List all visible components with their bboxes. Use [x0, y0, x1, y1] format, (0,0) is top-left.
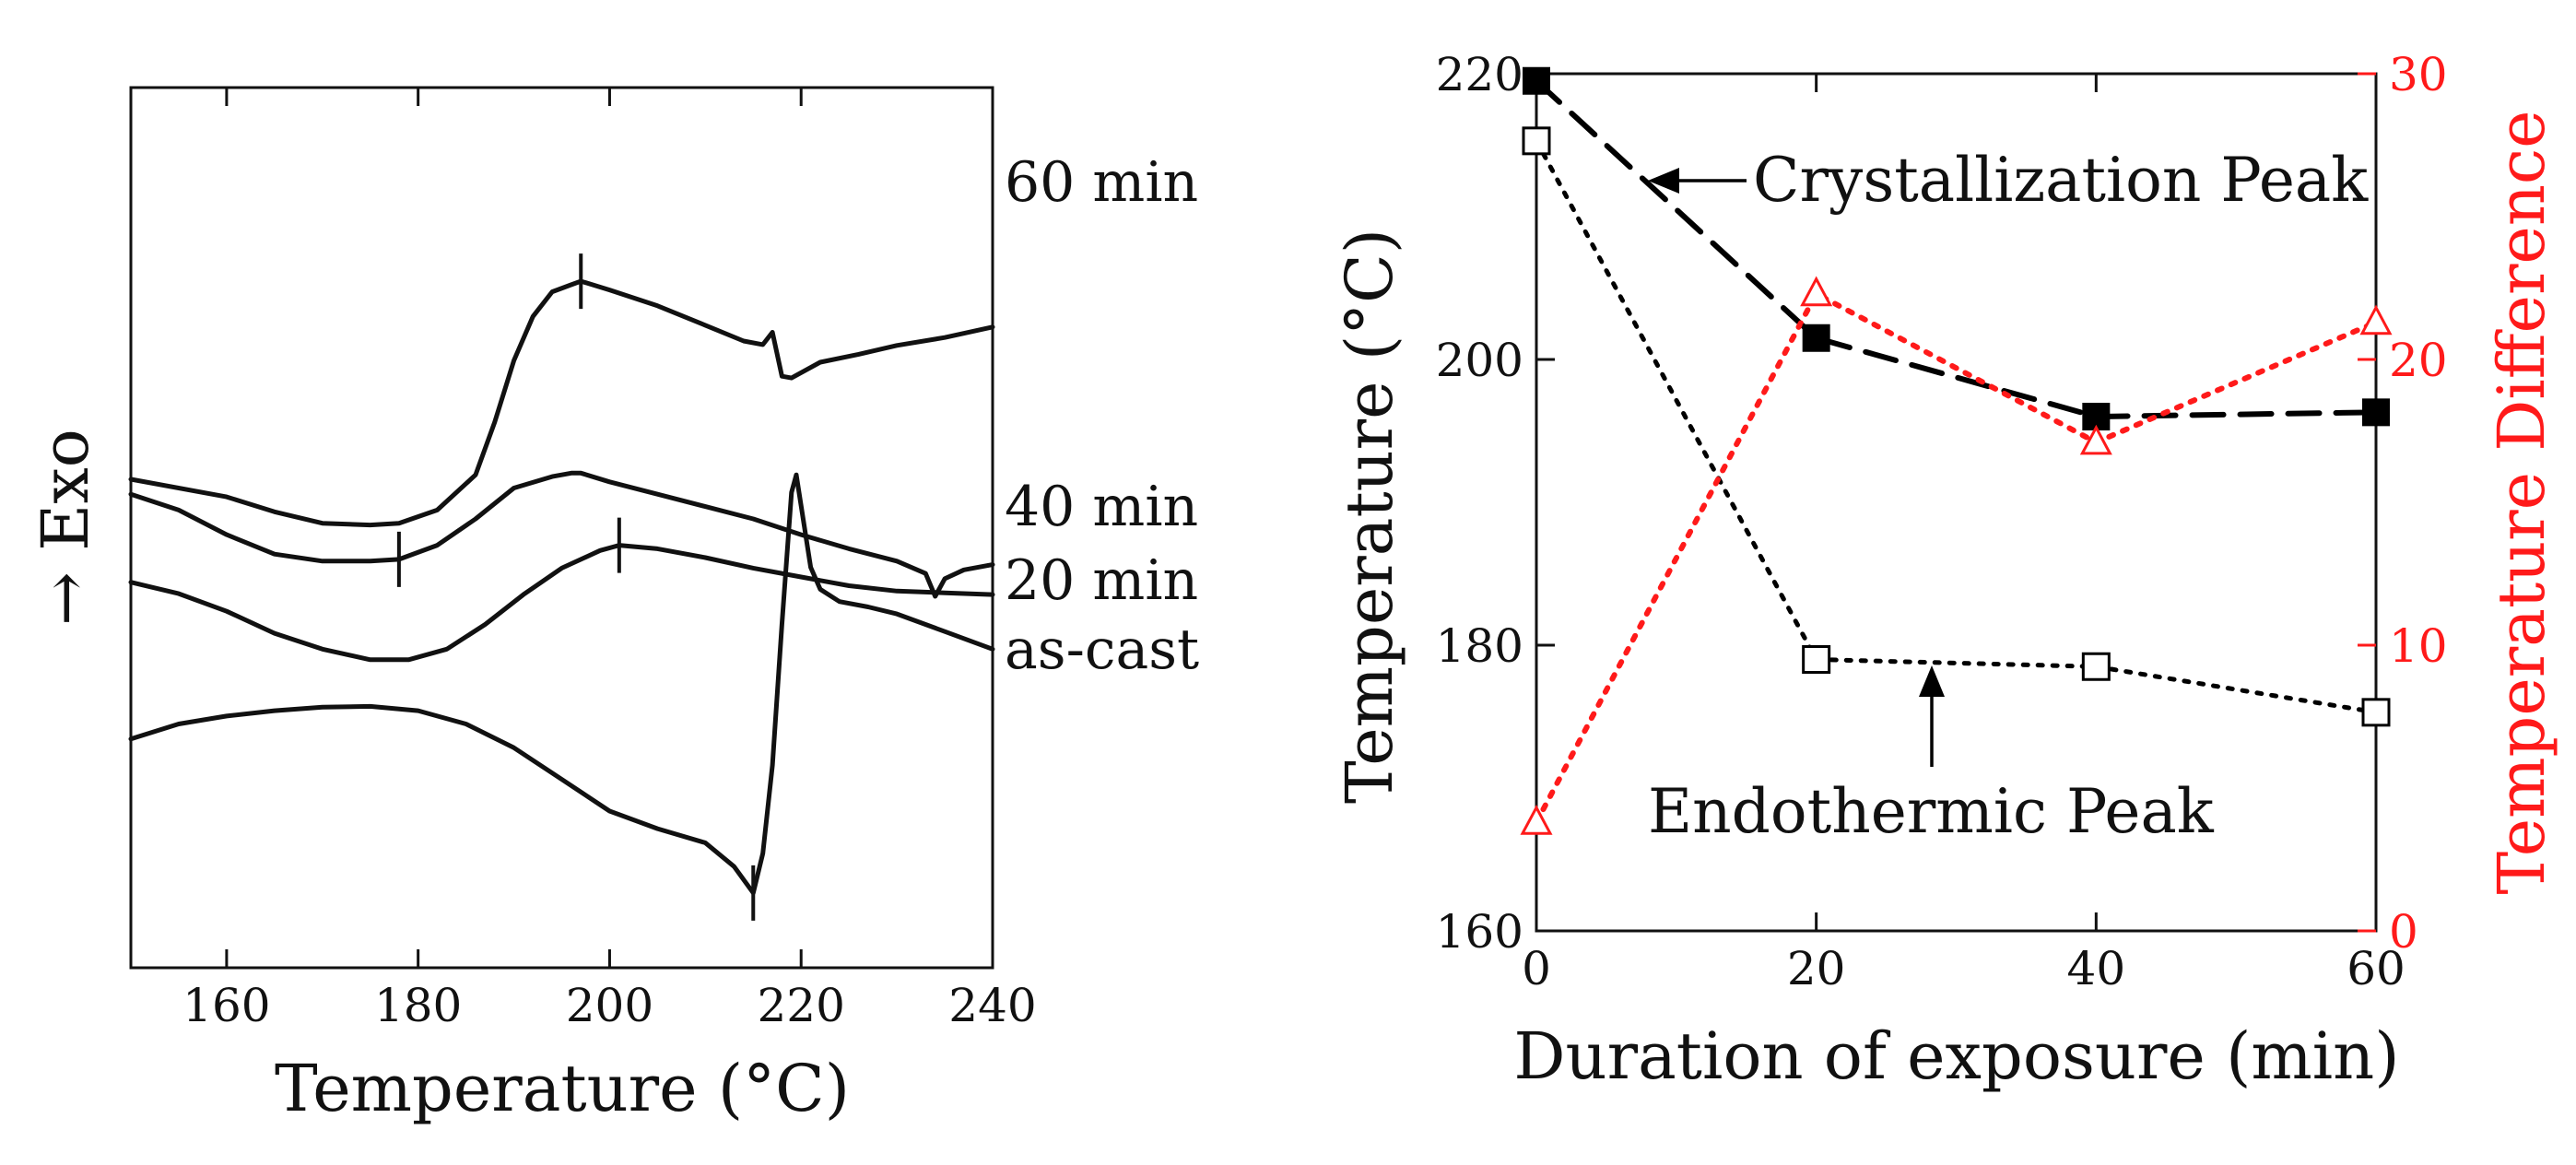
crystallization-annotation-label: Crystallization Peak — [1753, 145, 2369, 216]
dsc-chart: 160 180 200 220 240 60 min 40 min 20 min as-… — [28, 86, 1199, 1126]
series-line-crystallization-peak — [1534, 77, 2379, 420]
series-line-temperature-difference — [1534, 289, 2379, 826]
peak-y-tick-label: 200 — [1436, 334, 1523, 387]
peak-y2-tick-label: 20 — [2389, 334, 2448, 387]
curve-label-40min: 40 min — [1005, 475, 1198, 539]
dsc-plot-frame — [129, 86, 994, 970]
dsc-x-ticks: 160 180 200 220 240 — [182, 88, 1037, 1032]
dsc-curve-20-min — [128, 543, 995, 663]
data-point-endothermic-peak — [2361, 698, 2391, 727]
dsc-curves — [128, 253, 995, 921]
curve-label-60min: 60 min — [1005, 150, 1198, 215]
peak-y2-tick-label: 30 — [2389, 48, 2448, 101]
dsc-curve-as-cast — [128, 472, 995, 896]
crystallization-arrow-head — [1648, 168, 1679, 194]
peak-y2-tick-label: 0 — [2389, 905, 2418, 959]
data-point-temperature-difference — [1800, 276, 1833, 307]
peak-axis-ticks: 0 20 40 60 160 180 200 220 0 10 20 30 — [1436, 48, 2448, 995]
endothermic-arrow-head — [1919, 665, 1945, 697]
peak-x-tick-label: 0 — [1522, 942, 1551, 995]
dsc-x-tick-label: 160 — [182, 979, 270, 1032]
peak-y-tick-label: 180 — [1436, 619, 1523, 673]
peak-plot-frame — [1535, 72, 2378, 933]
peak-y-tick-label: 160 — [1436, 905, 1523, 959]
peak-x-axis-title: Duration of exposure (min) — [1513, 1018, 2399, 1094]
data-point-crystallization-peak — [1523, 66, 1550, 95]
dsc-curve-60-min — [128, 278, 995, 528]
dsc-x-tick-label: 180 — [374, 979, 462, 1032]
dsc-y-axis-title: → Exo — [28, 429, 103, 626]
dsc-x-tick-label: 240 — [948, 979, 1036, 1032]
curve-label-as-cast: as-cast — [1005, 618, 1199, 682]
dsc-x-tick-label: 220 — [758, 979, 845, 1032]
peak-y2-axis-title: Temperature Difference — [2484, 110, 2559, 894]
dsc-x-axis-title: Temperature (°C) — [275, 1051, 850, 1126]
data-point-temperature-difference — [2359, 304, 2393, 335]
peak-y-axis-title: Temperature (°C) — [1332, 229, 1407, 804]
peak-chart: 0 20 40 60 160 180 200 220 0 10 20 30 Crystallizati… — [1332, 48, 2559, 1094]
data-point-endothermic-peak — [1802, 645, 1831, 674]
dsc-curve-40-min — [128, 470, 995, 599]
curve-label-20min: 20 min — [1005, 548, 1198, 613]
peak-series — [1520, 66, 2393, 835]
series-line-endothermic-peak — [1534, 138, 2379, 715]
peak-x-tick-label: 60 — [2347, 942, 2405, 995]
peak-x-tick-label: 20 — [1787, 942, 1846, 995]
dsc-x-tick-label: 200 — [566, 979, 653, 1032]
peak-x-tick-label: 40 — [2067, 942, 2126, 995]
data-point-crystallization-peak — [2362, 398, 2390, 427]
peak-y2-tick-label: 10 — [2389, 619, 2448, 673]
data-point-temperature-difference — [1520, 805, 1553, 835]
data-point-temperature-difference — [2079, 424, 2112, 455]
endothermic-annotation-label: Endothermic Peak — [1648, 776, 2215, 847]
peak-y-tick-label: 220 — [1436, 48, 1523, 101]
data-point-endothermic-peak — [2081, 652, 2111, 681]
data-point-endothermic-peak — [1522, 126, 1551, 156]
data-point-crystallization-peak — [1802, 324, 1830, 352]
